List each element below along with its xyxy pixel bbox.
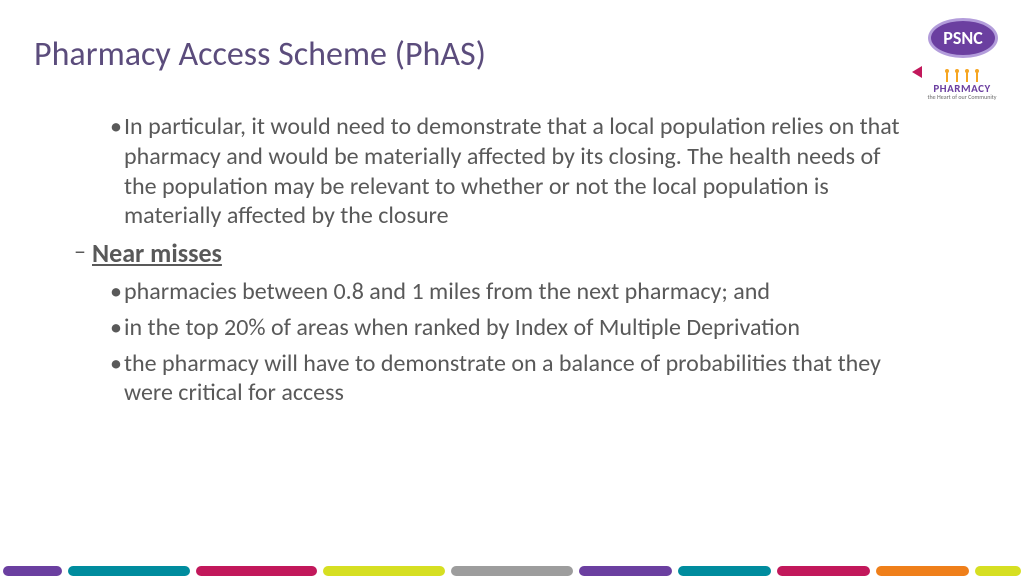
bullet-dot-icon: • [110,349,124,409]
bullet-text: the pharmacy will have to demonstrate on… [124,349,914,409]
stripe [579,566,672,576]
slide-title-text: Pharmacy Access Scheme (PhAS) [34,34,486,75]
bullet-item: • the pharmacy will have to demonstrate … [110,349,914,409]
dash-icon: – [74,237,92,269]
stripe [451,566,573,576]
bullet-text: pharmacies between 0.8 and 1 miles from … [124,277,770,307]
bullet-dot-icon: • [110,277,124,307]
bullet-item: • In particular, it would need to demons… [110,112,914,231]
psnc-oval: PSNC [928,18,998,58]
stripe [68,566,190,576]
sub-heading-text: Near misses [92,237,222,269]
stripe [777,566,870,576]
bullet-dot-icon: • [110,112,124,231]
pharmacy-logo: PHARMACY the Heart of our Community [920,64,1004,101]
slide-body: • In particular, it would need to demons… [74,112,914,414]
slide-title: Pharmacy Access Scheme (PhAS) [34,34,486,75]
sub-heading: – Near misses [74,237,914,269]
stripe [323,566,445,576]
slide: Pharmacy Access Scheme (PhAS) PSNC PHARM… [0,0,1024,576]
footer-stripes [0,566,1024,576]
psnc-logo: PSNC [926,16,1000,60]
stripe [196,566,318,576]
bullet-dot-icon: • [110,313,124,343]
stripe [975,566,1021,576]
bullet-item: • pharmacies between 0.8 and 1 miles fro… [110,277,914,307]
people-icon [920,64,1004,82]
stripe [3,566,62,576]
flag-icon [912,66,922,78]
bullet-text: In particular, it would need to demonstr… [124,112,914,231]
stripe [876,566,969,576]
pharmacy-logo-tag: the Heart of our Community [920,93,1004,101]
stripe [678,566,771,576]
bullet-item: • in the top 20% of areas when ranked by… [110,313,914,343]
psnc-logo-text: PSNC [943,27,982,49]
bullet-text: in the top 20% of areas when ranked by I… [124,313,800,343]
